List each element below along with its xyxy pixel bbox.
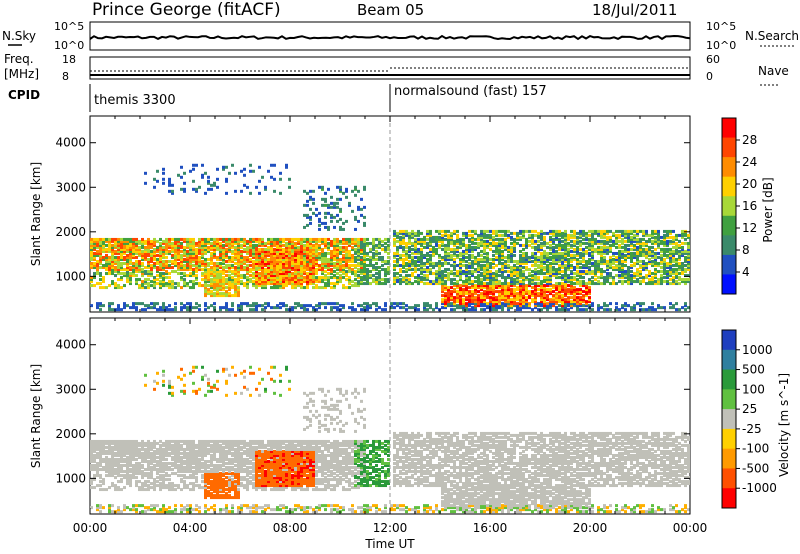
colorbar-swatch: [722, 215, 736, 236]
y-tick-label: 1000: [55, 269, 86, 283]
freq-strip: Freq. [MHz] 18 8 Nave 60 0: [4, 52, 789, 86]
y-tick-label: 4000: [55, 338, 86, 352]
nave-tick-top: 60: [706, 53, 720, 66]
colorbar-tick-label: 8: [742, 243, 750, 257]
nave-label: Nave: [758, 64, 789, 78]
y-tick-label: 4000: [55, 136, 86, 150]
power-colorbar-label: Power [dB]: [761, 177, 775, 242]
colorbar-swatch: [722, 196, 736, 217]
colorbar-tick-label: 24: [742, 155, 757, 169]
cpid-segment-1: themis 3300: [94, 93, 176, 108]
y-tick-label: 2000: [55, 225, 86, 239]
nsky-trace: [89, 34, 691, 41]
colorbar-tick-label: 16: [742, 199, 757, 213]
x-axis-label: Time UT: [364, 537, 415, 551]
colorbar-swatch: [722, 137, 736, 158]
colorbar-swatch: [722, 176, 736, 197]
colorbar-swatch: [722, 349, 736, 371]
colorbar-swatch: [722, 235, 736, 256]
colorbar-swatch: [722, 448, 736, 469]
colorbar-swatch: [722, 274, 736, 295]
colorbar-tick-label: 20: [742, 177, 757, 191]
colorbar-swatch: [722, 157, 736, 178]
colorbar-swatch: [722, 409, 736, 430]
beam-title: Beam 05: [357, 1, 424, 19]
colorbar-tick-label: 28: [742, 133, 757, 147]
power-ylabel: Slant Range [km]: [29, 162, 43, 266]
colorbar-swatch: [722, 118, 736, 139]
colorbar-tick-label: 1000: [742, 343, 773, 357]
colorbar-tick-label: -100: [742, 442, 769, 456]
station-title: Prince George (fitACF): [92, 0, 281, 20]
nave-tick-bottom: 0: [706, 70, 713, 83]
nsearch-tick-bottom: 10^0: [706, 39, 736, 52]
colorbar-tick-label: 500: [742, 363, 765, 377]
nsearch-tick-top: 10^5: [706, 20, 736, 33]
colorbar-tick-label: 4: [742, 265, 750, 279]
x-tick-label: 00:00: [73, 521, 108, 535]
nsky-strip: N.Sky 10^5 10^0 N.Search 10^5 10^0: [2, 20, 799, 52]
y-tick-label: 3000: [55, 382, 86, 396]
freq-label: Freq.: [4, 52, 34, 66]
cpid-segment-2: normalsound (fast) 157: [394, 84, 547, 99]
colorbar-tick-label: 12: [742, 221, 757, 235]
nsky-tick-top: 10^5: [54, 20, 84, 33]
velocity-colorbar-label: Velocity [m s^-1]: [777, 373, 791, 477]
x-tick-label: 00:00: [673, 521, 708, 535]
colorbar-swatch: [722, 468, 736, 489]
x-tick-label: 20:00: [573, 521, 608, 535]
x-tick-label: 08:00: [273, 521, 308, 535]
colorbar-tick-label: -1000: [742, 481, 777, 495]
velocity-cells: [90, 365, 690, 514]
x-tick-label: 16:00: [473, 521, 508, 535]
x-tick-label: 04:00: [173, 521, 208, 535]
power-colorbar: 28 24 20 16 12 8 4: [721, 117, 757, 295]
colorbar-swatch: [722, 488, 736, 509]
colorbar-tick-label: -500: [742, 461, 769, 475]
velocity-panel: 1000 2000 3000 4000 Slant Range [km]: [29, 317, 691, 515]
colorbar-swatch: [722, 254, 736, 275]
x-axis: 00:00 04:00 08:00 12:00 16:00 20:00 00:00: [73, 521, 708, 535]
velocity-ylabel: Slant Range [km]: [29, 364, 43, 468]
colorbar-tick-label: 25: [742, 402, 757, 416]
freq-tick-top: 18: [62, 53, 76, 66]
colorbar-tick-label: 100: [742, 382, 765, 396]
nsky-label: N.Sky: [2, 29, 36, 43]
y-tick-label: 1000: [55, 471, 86, 485]
colorbar-swatch: [722, 389, 736, 410]
power-panel: 1000 2000 3000 4000 Slant Range [km]: [29, 115, 691, 313]
cpid-label: CPID: [8, 88, 40, 102]
y-tick-label: 3000: [55, 180, 86, 194]
nsearch-label: N.Search: [745, 29, 799, 43]
cpid-strip: CPID themis 3300 normalsound (fast) 157: [8, 84, 547, 112]
colorbar-swatch: [722, 330, 736, 351]
colorbar-swatch: [722, 369, 736, 390]
freq-tick-bottom: 8: [62, 70, 69, 83]
x-tick-label: 12:00: [373, 521, 408, 535]
y-tick-label: 2000: [55, 427, 86, 441]
date-title: 18/Jul/2011: [592, 1, 677, 19]
colorbar-tick-label: -25: [742, 422, 762, 436]
nsky-tick-bottom: 10^0: [54, 39, 84, 52]
colorbar-swatch: [722, 428, 736, 450]
power-cells: [90, 163, 690, 312]
freq-unit: [MHz]: [4, 67, 39, 81]
velocity-colorbar: 1000 500 100 25 -25 -100 -500 -1000: [721, 329, 777, 509]
